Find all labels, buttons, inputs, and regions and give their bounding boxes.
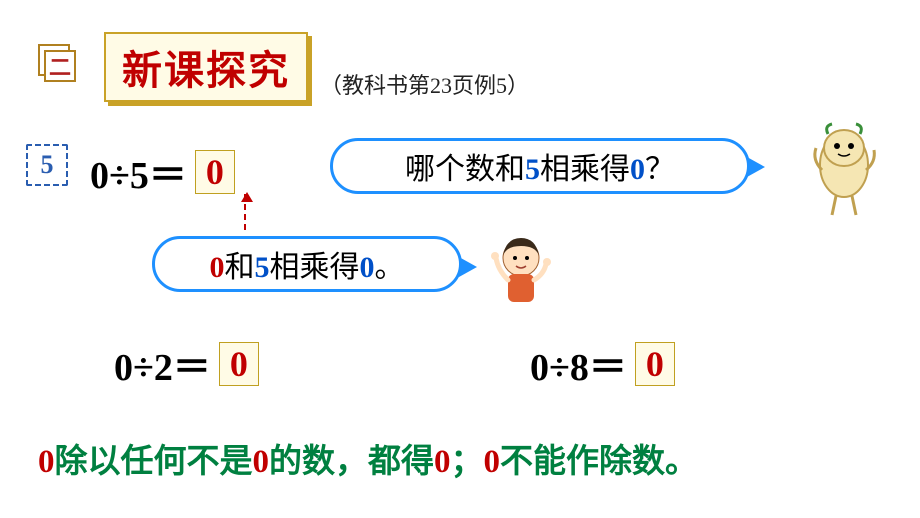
question-bubble: 哪个数和5相乘得0？ bbox=[330, 138, 750, 194]
subtitle: （教科书第23页例5） bbox=[320, 68, 529, 100]
question-text: 哪个数和5相乘得0？ bbox=[405, 144, 675, 188]
equation-3: 0÷8＝ 0 bbox=[530, 336, 675, 391]
eq3-answer: 0 bbox=[635, 342, 675, 386]
section-number: 二 bbox=[44, 50, 76, 82]
page-title: 新课探究 bbox=[122, 48, 290, 93]
eq1-lhs: 0÷5＝ bbox=[90, 144, 187, 199]
mascot-icon bbox=[804, 120, 884, 220]
child-icon bbox=[486, 228, 556, 308]
equation-1: 0÷5＝ 0 bbox=[90, 144, 235, 199]
answer-text: 0和5相乘得0。 bbox=[210, 242, 405, 286]
rule-statement: 0除以任何不是0的数，都得0；0不能作除数。 bbox=[38, 434, 698, 482]
example-number-icon: 5 bbox=[26, 144, 68, 186]
title-box: 新课探究 bbox=[104, 32, 308, 102]
arrow-indicator bbox=[244, 194, 246, 230]
section-icon: 二 bbox=[38, 44, 78, 84]
eq3-lhs: 0÷8＝ bbox=[530, 336, 627, 391]
equation-2: 0÷2＝ 0 bbox=[114, 336, 259, 391]
answer-bubble: 0和5相乘得0。 bbox=[152, 236, 462, 292]
eq1-answer: 0 bbox=[195, 150, 235, 194]
eq2-answer: 0 bbox=[219, 342, 259, 386]
eq2-lhs: 0÷2＝ bbox=[114, 336, 211, 391]
